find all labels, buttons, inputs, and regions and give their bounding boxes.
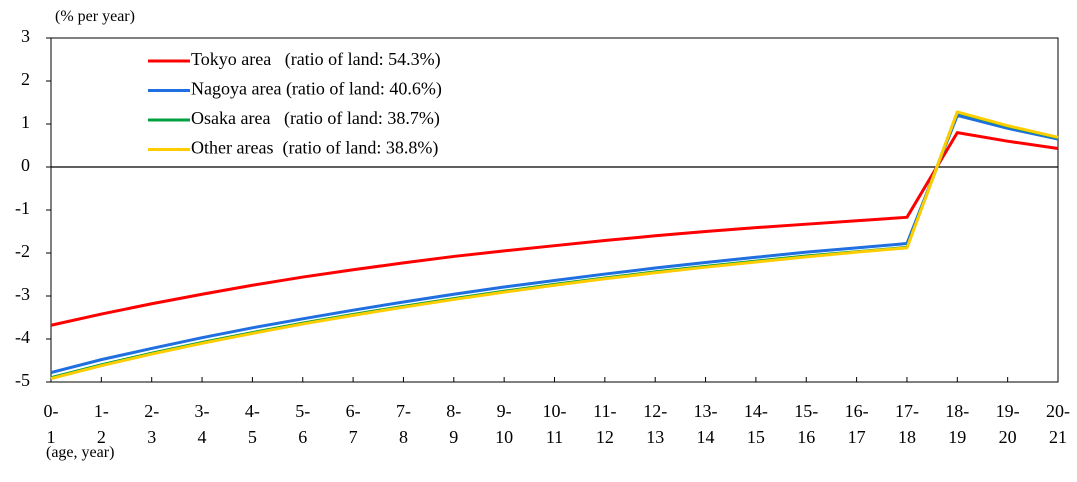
x-tick-label: 10- 11: [542, 401, 567, 447]
series-line: [50, 131, 1059, 327]
x-tick-label: 3- 4: [194, 401, 210, 447]
x-tick-label: 9- 10: [495, 401, 514, 447]
y-tick-label: 1: [21, 112, 30, 132]
x-tick-label: 17- 18: [894, 401, 919, 447]
y-tick-label: -2: [15, 241, 30, 261]
y-axis-label: (% per year): [55, 8, 135, 25]
x-tick-label: 12- 13: [643, 401, 668, 447]
x-tick-label: 11- 12: [593, 401, 617, 447]
y-tick-label: 2: [21, 69, 30, 89]
series-line: [50, 113, 1059, 374]
y-tick-label: 3: [21, 26, 30, 46]
x-tick-label: 7- 8: [395, 401, 411, 447]
x-tick-label: 15- 16: [794, 401, 819, 447]
x-tick-label: 0- 1: [43, 401, 59, 447]
x-tick-label: 18- 19: [945, 401, 970, 447]
x-tick-label: 6- 7: [345, 401, 361, 447]
x-tick-label: 20- 21: [1046, 401, 1070, 447]
legend-label: Osaka area (ratio of land: 38.7%): [191, 108, 440, 129]
x-tick-label: 14- 15: [743, 401, 768, 447]
y-tick-label: 0: [21, 155, 30, 175]
x-axis-label: (age, year): [46, 444, 115, 461]
legend-label: Other areas (ratio of land: 38.8%): [191, 138, 438, 159]
x-tick-label: 1- 2: [93, 401, 109, 447]
x-tick-label: 5- 6: [295, 401, 311, 447]
y-tick-label: -1: [15, 198, 30, 218]
x-tick-label: 19- 20: [995, 401, 1020, 447]
x-tick-label: 8- 9: [446, 401, 462, 447]
x-tick-label: 4- 5: [244, 401, 260, 447]
x-tick-label: 16- 17: [844, 401, 869, 447]
y-tick-label: -5: [15, 370, 30, 390]
legend-label: Tokyo area (ratio of land: 54.3%): [191, 49, 441, 70]
y-tick-label: -3: [15, 284, 30, 304]
y-tick-label: -4: [15, 327, 30, 347]
series-line: [50, 110, 1059, 381]
legend-label: Nagoya area (ratio of land: 40.6%): [191, 79, 442, 100]
x-tick-label: 2- 3: [144, 401, 160, 447]
x-tick-label: 13- 14: [693, 401, 718, 447]
